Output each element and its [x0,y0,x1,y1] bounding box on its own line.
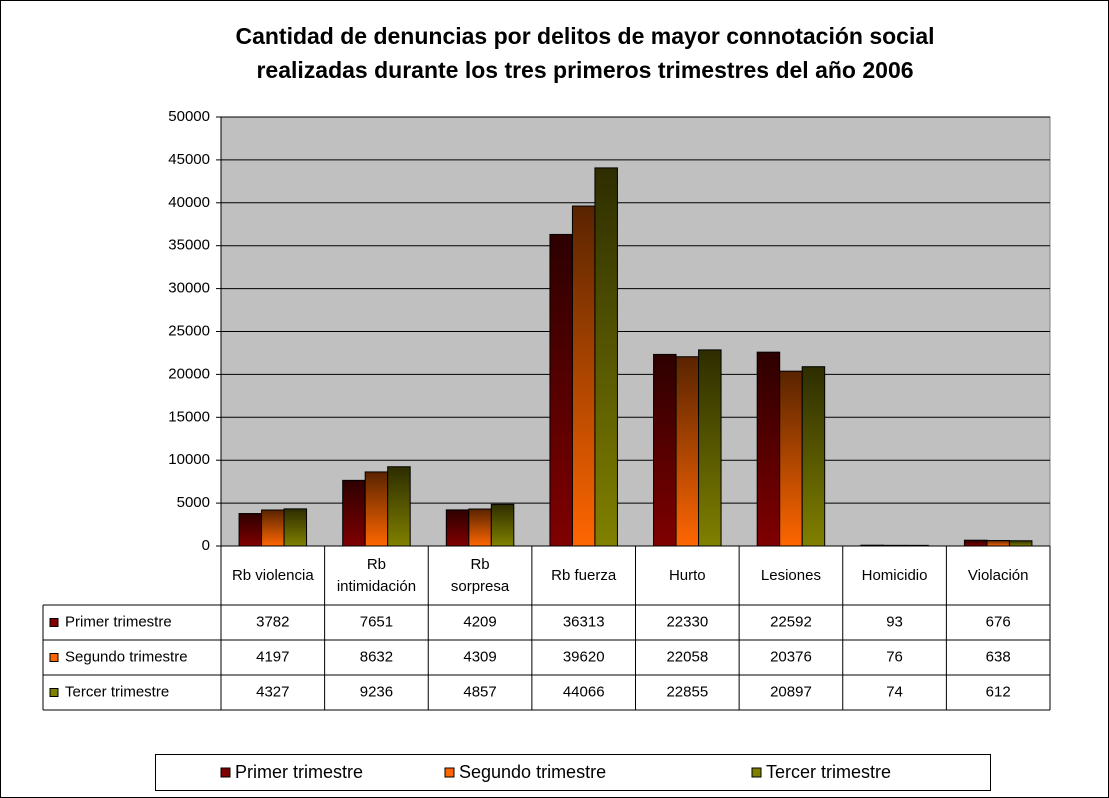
y-tick-label: 10000 [168,451,210,468]
bar-shade [468,509,492,546]
legend-label: Tercer trimestre [766,762,891,782]
y-tick-label: 50000 [168,108,210,125]
y-tick-label: 25000 [168,322,210,339]
bar-shade [802,366,825,546]
table-value: 20376 [770,648,812,665]
bar-shade [261,509,285,546]
table-value: 39620 [563,648,605,665]
x-tick-label: Homicidio [862,567,928,584]
y-tick-label: 40000 [168,194,210,211]
table-value: 9236 [360,683,393,700]
x-tick-label: Violación [968,567,1029,584]
table-value: 20897 [770,683,812,700]
bar-shade [986,540,1010,546]
bar-shade [779,371,803,546]
y-tick-label: 30000 [168,280,210,297]
bar-shade [676,356,699,546]
x-tick-label: Rb sorpresa [451,556,510,595]
table-value: 22855 [666,683,708,700]
chart-title: Cantidad de denuncias por delitos de may… [235,23,934,83]
x-tick-label: Rb fuerza [551,567,617,584]
table-value: 4209 [463,613,496,630]
legend-box [155,754,991,791]
table-value: 4327 [256,683,289,700]
bar-shade [342,480,366,546]
x-tick-label: Lesiones [761,567,821,584]
bar-shade [549,234,573,547]
y-tick-label: 15000 [168,408,210,425]
table-value: 22592 [770,613,812,630]
table-series-label: Primer trimestre [65,613,172,630]
bar-shade [387,466,411,546]
table-value: 4309 [463,648,496,665]
bar-shade [365,471,388,546]
table-series-label: Segundo trimestre [65,648,188,665]
legend-swatch [49,618,59,627]
table-value: 676 [986,613,1011,630]
bar-shade [491,504,514,546]
legend-swatch [49,653,59,662]
bar-shade [594,167,618,546]
bar-shade [446,509,469,546]
bar-shade [964,540,987,546]
y-tick-label: 45000 [168,151,210,168]
x-tick-label: Rb intimidación [337,556,416,595]
legend-swatch [444,767,455,778]
bar-shade [653,354,677,546]
table-value: 4857 [463,683,496,700]
y-tick-label: 20000 [168,365,210,382]
table-value: 74 [886,683,903,700]
legend-label: Primer trimestre [235,762,363,782]
bar-shade [1009,540,1032,546]
bar-shade [757,352,780,546]
legend-label: Segundo trimestre [459,762,606,782]
table-value: 7651 [360,613,393,630]
y-tick-label: 5000 [177,494,210,511]
table-value: 93 [886,613,903,630]
table-value: 8632 [360,648,393,665]
bar-shade [572,206,595,546]
bar-shade [239,513,262,546]
table-value: 612 [986,683,1011,700]
legend-swatch [751,767,762,778]
legend-swatch [49,688,59,697]
table-value: 22330 [666,613,708,630]
bar-shade [284,508,307,546]
table-value: 4197 [256,648,289,665]
table-series-label: Tercer trimestre [65,683,169,700]
bar-shade [698,349,722,546]
y-tick-label: 0 [202,537,210,554]
table-value: 36313 [563,613,605,630]
x-tick-label: Hurto [669,567,706,584]
table-value: 638 [986,648,1011,665]
y-tick-label: 35000 [168,237,210,254]
table-value: 76 [886,648,903,665]
legend-swatch [220,767,231,778]
table-value: 3782 [256,613,289,630]
table-value: 22058 [666,648,708,665]
x-tick-label: Rb violencia [232,567,314,584]
table-value: 44066 [563,683,605,700]
